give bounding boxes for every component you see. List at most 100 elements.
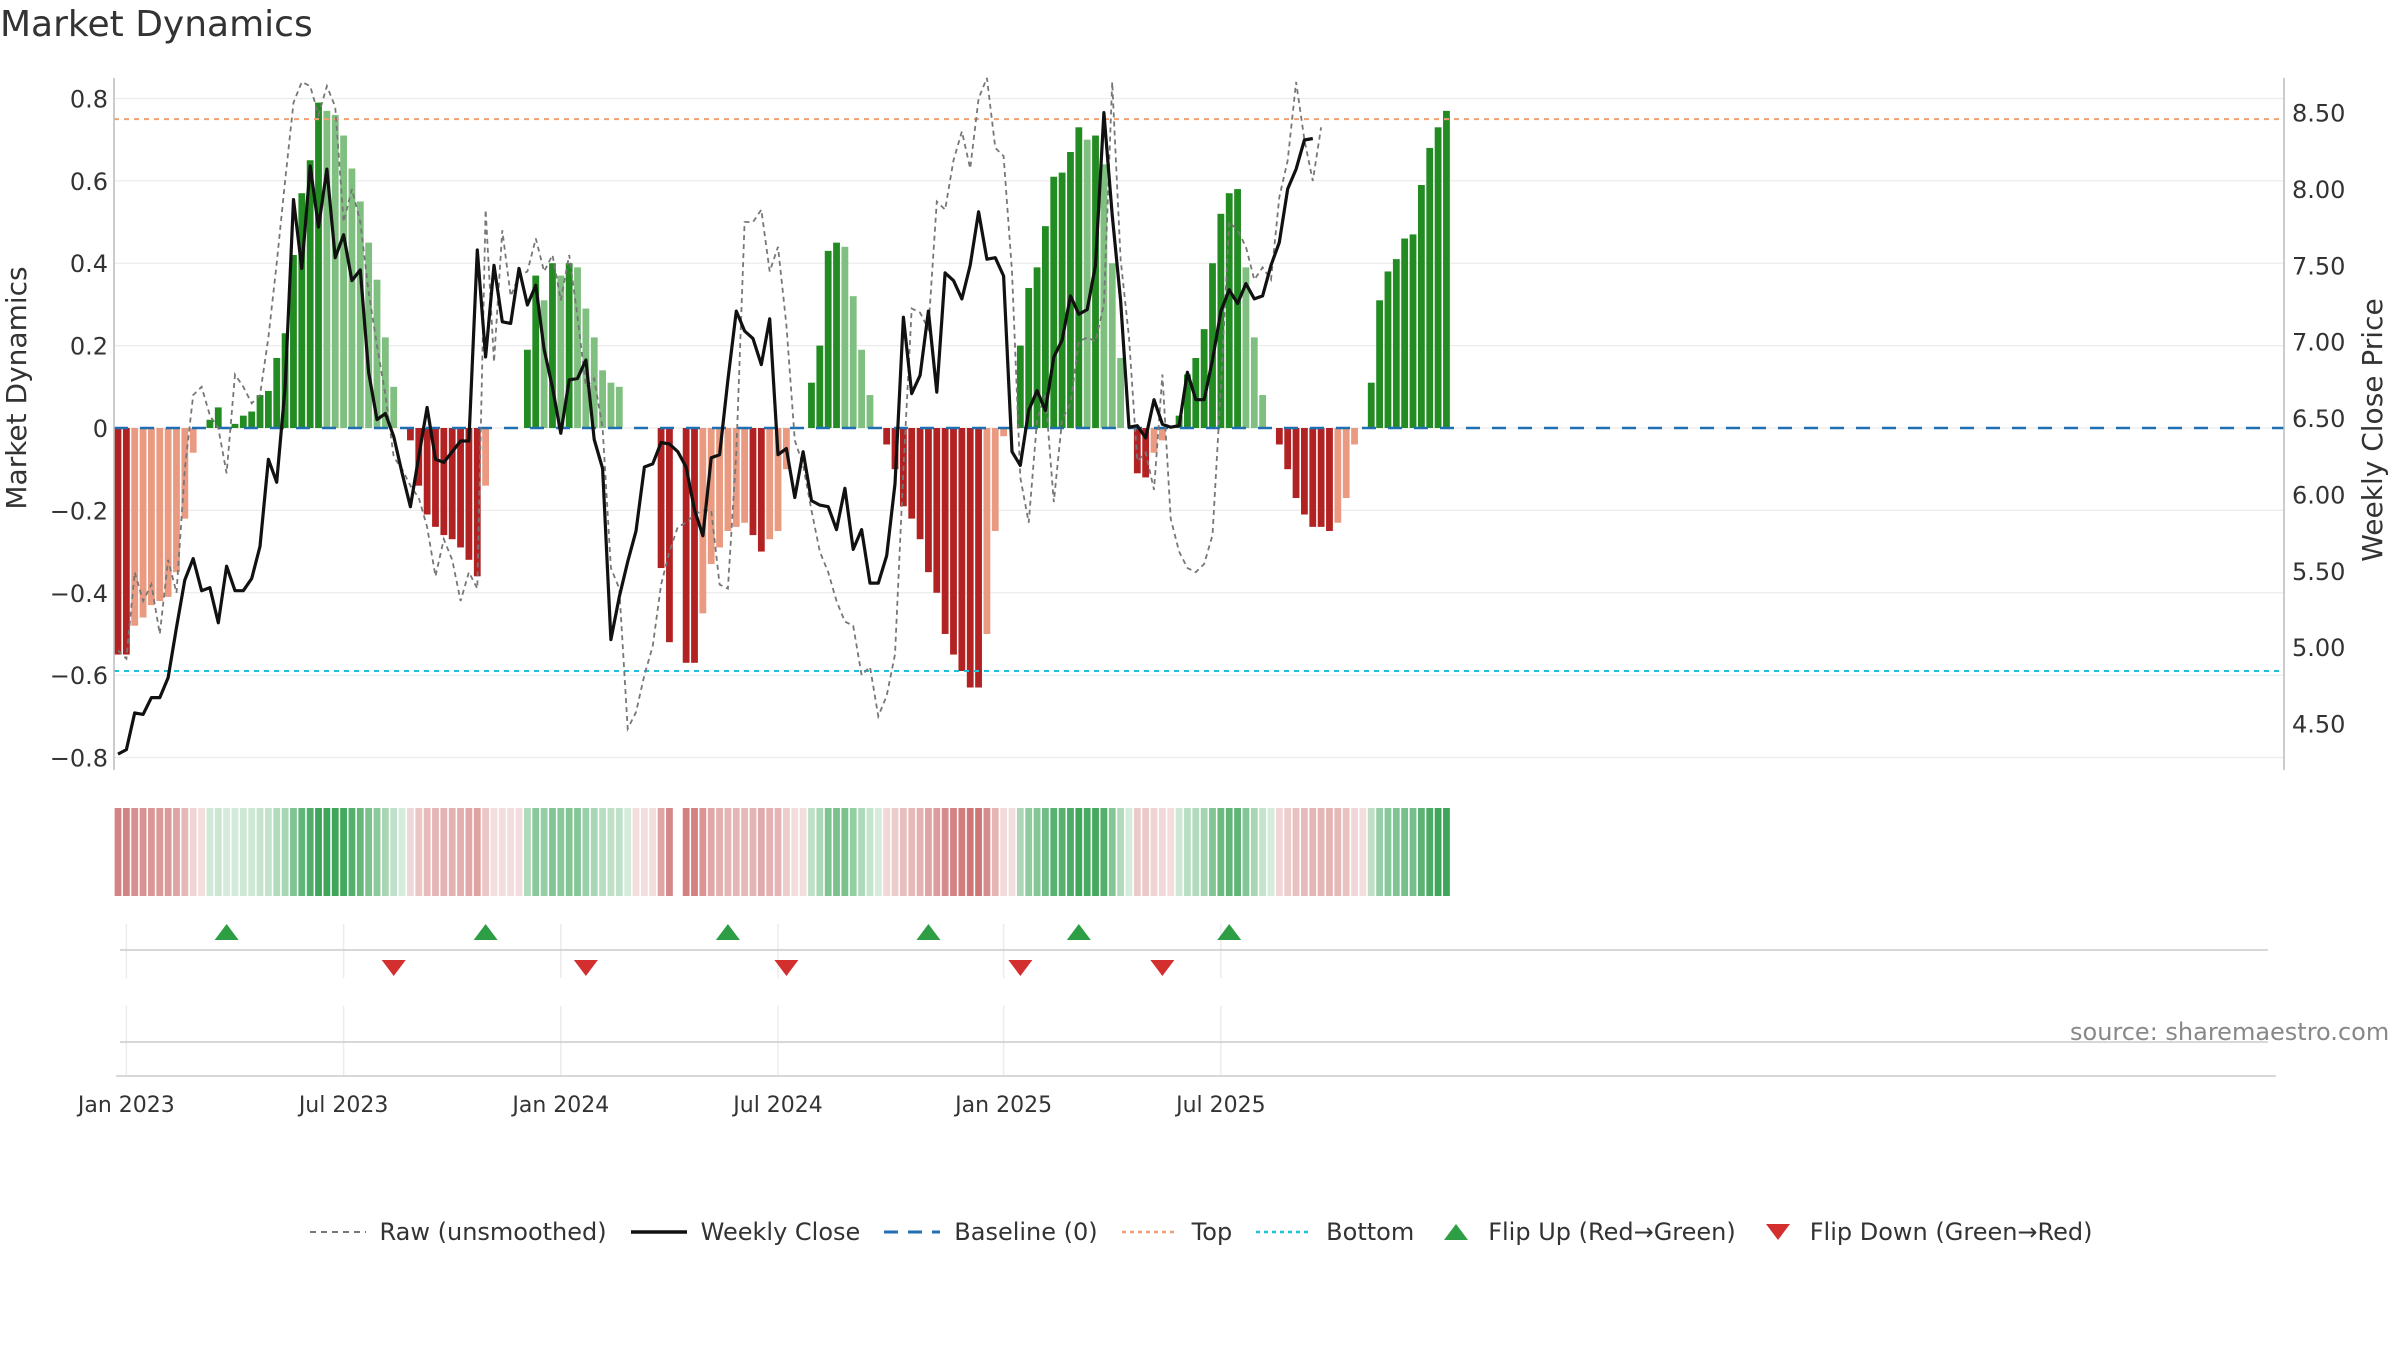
- regime-cell: [757, 808, 765, 896]
- regime-cell: [206, 808, 214, 896]
- regime-cell: [574, 808, 581, 896]
- regime-cell: [799, 808, 807, 896]
- legend-baseline: Baseline (0): [882, 1218, 1098, 1246]
- dynamics-bar: [1234, 189, 1241, 428]
- regime-cell: [1409, 808, 1417, 896]
- ytick-right-label: 8.00: [2292, 176, 2345, 204]
- dynamics-bar: [1192, 357, 1200, 428]
- regime-cell: [448, 808, 456, 896]
- regime-cell: [298, 808, 306, 896]
- regime-cell: [1434, 808, 1442, 896]
- dynamics-bar: [1326, 428, 1333, 531]
- y-axis-left-title: Market Dynamics: [0, 266, 33, 509]
- legend-price-label: Weekly Close: [700, 1218, 861, 1246]
- regime-cell: [657, 808, 665, 896]
- dynamics-bar: [858, 349, 865, 428]
- dynamics-bars: [114, 102, 1450, 688]
- dynamics-bar: [599, 370, 606, 428]
- regime-cell: [290, 808, 297, 896]
- legend-flip-down-label: Flip Down (Green→Red): [1809, 1218, 2093, 1246]
- regime-cell: [707, 808, 715, 896]
- regime-cell: [1067, 808, 1074, 896]
- regime-cell: [256, 808, 264, 896]
- regime-cell: [139, 808, 147, 896]
- regime-cell: [549, 808, 556, 896]
- regime-cell: [615, 808, 623, 896]
- dynamics-bar: [532, 275, 540, 428]
- dynamics-bar: [707, 428, 715, 564]
- regime-cell: [507, 808, 515, 896]
- ytick-left-label: 0: [93, 415, 108, 443]
- legend-bottom-swatch: [1256, 1230, 1313, 1234]
- regime-cell: [1108, 808, 1116, 896]
- regime-cell: [281, 808, 289, 896]
- regime-cell: [181, 808, 189, 896]
- regime-cell: [1275, 808, 1283, 896]
- regime-cell: [1326, 808, 1333, 896]
- legend: Raw (unsmoothed) Weekly Close Baseline (…: [0, 1212, 2400, 1252]
- regime-cell: [1025, 808, 1033, 896]
- legend-baseline-swatch: [884, 1230, 941, 1234]
- flip-panel: [120, 924, 2268, 978]
- regime-cell: [1142, 808, 1150, 896]
- regime-cell: [557, 808, 565, 896]
- dynamics-bar: [1200, 329, 1208, 428]
- legend-baseline-label: Baseline (0): [954, 1218, 1098, 1246]
- dynamics-bar: [908, 428, 916, 519]
- regime-cell: [699, 808, 707, 896]
- legend-price-swatch: [630, 1230, 687, 1234]
- regime-cell: [306, 808, 314, 896]
- regime-cell: [432, 808, 439, 896]
- regime-cell: [540, 808, 548, 896]
- ytick-right-label: 7.00: [2292, 329, 2345, 357]
- regime-cell: [498, 808, 506, 896]
- legend-flip-up-label: Flip Up (Red→Green): [1488, 1218, 1736, 1246]
- dynamics-bar: [808, 382, 815, 428]
- regime-cell: [808, 808, 815, 896]
- ytick-left-label: −0.2: [50, 497, 108, 525]
- dynamics-bar: [1075, 127, 1083, 429]
- regime-cell: [423, 808, 431, 896]
- dynamics-bar: [607, 382, 615, 428]
- weekly-close-line: [117, 110, 1314, 756]
- ytick-right-label: 8.50: [2292, 100, 2345, 128]
- legend-price: Weekly Close: [629, 1218, 861, 1246]
- regime-cell: [950, 808, 957, 896]
- dynamics-bar: [1376, 300, 1384, 428]
- legend-raw-swatch: [309, 1231, 366, 1233]
- dynamics-bar: [306, 160, 314, 428]
- dynamics-bar: [1275, 428, 1283, 445]
- regime-cell: [1392, 808, 1400, 896]
- dynamics-bar: [724, 428, 732, 531]
- regime-cell: [1384, 808, 1392, 896]
- dynamics-bar: [298, 193, 306, 428]
- dynamics-bar: [448, 428, 456, 540]
- flip-down-marker: [573, 960, 598, 976]
- dynamics-bar: [891, 428, 899, 470]
- dynamics-bar: [691, 428, 698, 663]
- dynamics-bar: [156, 428, 164, 601]
- dynamics-bar: [1434, 127, 1442, 429]
- regime-cell: [1367, 808, 1375, 896]
- regime-cell: [1133, 808, 1141, 896]
- regime-cell: [523, 808, 531, 896]
- dynamics-bar: [933, 428, 941, 593]
- regime-cell: [532, 808, 540, 896]
- regime-cell: [590, 808, 598, 896]
- dynamics-bar: [1083, 139, 1091, 428]
- dynamics-bar: [540, 300, 548, 428]
- dynamics-bar: [423, 428, 431, 515]
- dynamics-bar: [1058, 172, 1066, 428]
- regime-cell: [1417, 808, 1425, 896]
- regime-cell: [849, 808, 857, 896]
- regime-cell: [941, 808, 949, 896]
- regime-cell: [156, 808, 164, 896]
- dynamics-bar: [699, 428, 707, 614]
- dynamics-bar: [407, 428, 414, 441]
- regime-cell: [816, 808, 824, 896]
- regime-cell: [1100, 808, 1108, 896]
- dynamics-bar: [966, 428, 974, 688]
- regime-cell: [490, 808, 498, 896]
- dynamics-bar: [983, 428, 991, 634]
- regime-cell: [264, 808, 272, 896]
